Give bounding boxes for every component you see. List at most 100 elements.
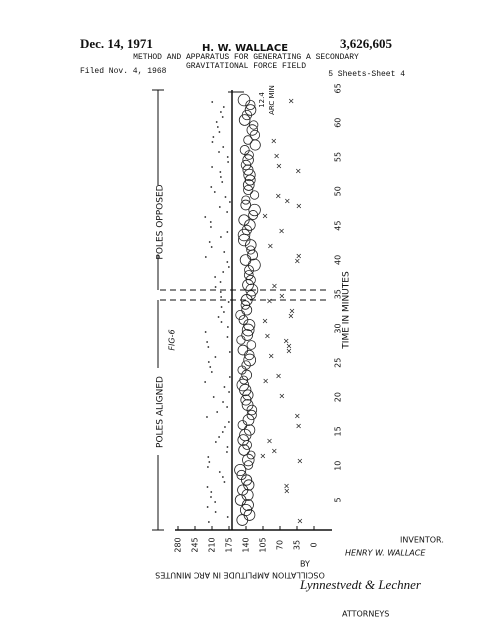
- drawing-circle: [240, 394, 252, 406]
- amplitude-tick-label: 280: [174, 537, 183, 552]
- drawing-circle: [249, 120, 259, 130]
- amplitude-tick-label: 0: [310, 542, 319, 547]
- drawing-cross: [263, 378, 268, 384]
- drawing-circle: [236, 335, 246, 345]
- drawing-dot: [218, 151, 220, 153]
- drawing-circle: [235, 310, 246, 320]
- drawing-dot: [226, 326, 229, 328]
- time-tick-label: 60: [334, 118, 343, 128]
- drawing-circle: [240, 300, 251, 310]
- drawing-circle: [234, 463, 247, 477]
- drawing-circle: [242, 179, 255, 191]
- region-label: POLES ALIGNED: [156, 376, 166, 448]
- drawing-dot: [228, 391, 230, 393]
- drawing-dot: [206, 506, 209, 508]
- drawing-dot: [210, 246, 213, 248]
- drawing-circle: [240, 199, 252, 211]
- drawing-cross: [260, 453, 266, 459]
- amplitude-tick-label: 245: [191, 537, 200, 552]
- drawing-cross: [267, 298, 272, 304]
- inventor-heading: INVENTOR.: [400, 536, 444, 545]
- drawing-dot: [214, 511, 217, 513]
- drawing-circle: [246, 404, 258, 416]
- x-axis-label: TIME IN MINUTES: [342, 271, 352, 350]
- drawing-dot: [207, 361, 210, 363]
- drawing-circle: [243, 135, 253, 145]
- amplitude-tick-label: 140: [242, 537, 251, 552]
- drawing-circle: [237, 93, 251, 107]
- drawing-dot: [210, 226, 212, 228]
- drawing-dot: [206, 341, 209, 343]
- time-tick-label: 25: [334, 358, 343, 368]
- drawing-dot: [207, 466, 209, 468]
- drawing-dot: [208, 461, 211, 463]
- drawing-circle: [243, 168, 256, 182]
- drawing-dot: [211, 166, 213, 168]
- drawing-dot: [221, 116, 224, 118]
- drawing-circle: [245, 283, 259, 297]
- drawing-circle: [242, 414, 255, 426]
- drawing-dot: [228, 376, 231, 378]
- drawing-dot: [212, 396, 215, 398]
- drawing-dot: [222, 271, 225, 273]
- drawing-dot: [229, 201, 231, 203]
- drawing-cross: [279, 293, 285, 299]
- patent-number: 3,626,605: [340, 36, 393, 51]
- amplitude-tick-label: 175: [225, 537, 234, 552]
- drawing-dot: [206, 486, 209, 488]
- amplitude-tick-label: 105: [259, 537, 268, 552]
- drawing-dot: [226, 211, 229, 213]
- time-tick-label: 65: [334, 83, 343, 93]
- drawing-circle: [242, 154, 254, 166]
- drawing-circle: [241, 323, 255, 337]
- time-tick-label: 55: [334, 152, 343, 162]
- title-line: METHOD AND APPARATUS FOR GENERATING A SE…: [133, 53, 359, 62]
- drawing-dot: [226, 336, 229, 338]
- drawing-dot: [223, 251, 226, 253]
- drawing-dot: [212, 136, 215, 138]
- inventor: H. W. WALLACE: [202, 43, 288, 54]
- drawing-cross: [262, 213, 268, 219]
- drawing-dot: [208, 241, 211, 243]
- drawing-circle: [237, 344, 249, 356]
- drawing-cross: [267, 438, 272, 444]
- drawing-dot: [227, 301, 230, 303]
- drawing-circle: [240, 159, 252, 171]
- drawing-circle: [237, 434, 250, 446]
- y-axis-label: OSCILLATION AMPLITUDE IN ARC MINUTES: [155, 571, 325, 580]
- drawing-circle: [244, 265, 254, 275]
- drawing-dot: [204, 256, 207, 258]
- drawing-dot: [222, 146, 225, 148]
- drawing-circle: [244, 174, 256, 186]
- drawing-circle: [241, 369, 253, 381]
- drawing-cross: [296, 168, 301, 174]
- title-line: GRAVITATIONAL FORCE FIELD: [186, 62, 306, 71]
- drawing-dot: [223, 311, 225, 313]
- drawing-dot: [214, 276, 217, 278]
- drawing-cross: [262, 318, 268, 324]
- drawing-cross: [286, 348, 292, 354]
- drawing-circle: [248, 203, 261, 217]
- drawing-dot: [227, 161, 230, 163]
- date: Dec. 14, 1971: [80, 36, 153, 51]
- drawing-dot: [219, 176, 222, 178]
- drawing-cross: [274, 153, 279, 159]
- annotation: ARC MIN: [268, 85, 276, 115]
- drawing-circle: [243, 270, 254, 280]
- drawing-dot: [206, 416, 208, 418]
- time-tick-label: 40: [334, 255, 343, 265]
- drawing-dot: [226, 406, 229, 408]
- drawing-dot: [210, 496, 212, 498]
- drawing-cross: [276, 193, 281, 199]
- drawing-dot: [220, 236, 222, 238]
- time-tick-label: 20: [334, 392, 343, 402]
- amplitude-tick-label: 210: [208, 537, 217, 552]
- drawing-dot: [219, 171, 222, 173]
- inventor-name: HENRY W. WALLACE: [345, 549, 426, 558]
- filed: Filed Nov. 4, 1968: [80, 67, 167, 76]
- time-tick-label: 35: [334, 289, 343, 299]
- drawing-circle: [243, 424, 256, 436]
- drawing-dot: [221, 431, 224, 433]
- drawing-dot: [226, 231, 229, 233]
